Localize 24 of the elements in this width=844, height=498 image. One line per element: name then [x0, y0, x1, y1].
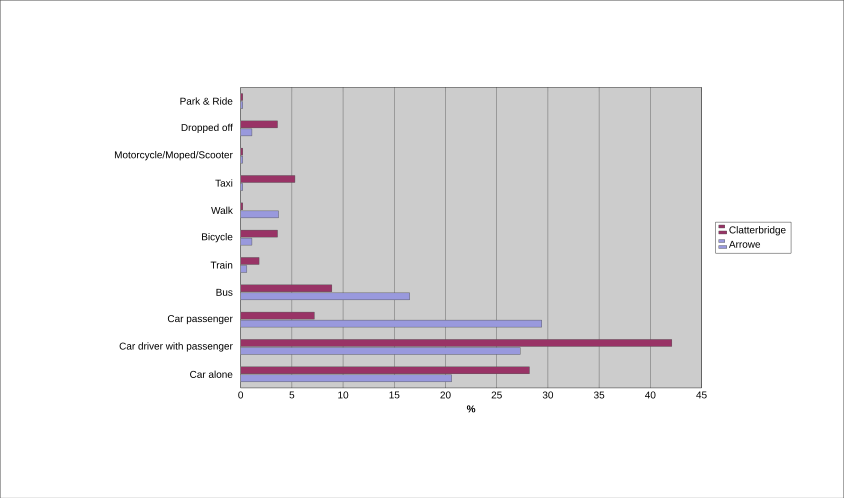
y-tick-label: Walk [211, 206, 233, 214]
x-tick-label: 45 [696, 391, 707, 398]
x-tick-label: 10 [338, 391, 348, 398]
x-tick-label: 15 [389, 391, 400, 398]
y-tick-label: Park & Ride [180, 97, 232, 105]
y-tick-label: Motorcycle/Moped/Scooter [114, 150, 233, 160]
y-tick-label: Car passenger [168, 314, 233, 324]
y-tick-label: Car driver with passenger [120, 342, 233, 352]
y-tick-label: Bicycle [202, 232, 232, 242]
y-tick-label: Train [210, 261, 232, 268]
x-axis-title: % [466, 405, 476, 412]
y-tick-label: Taxi [215, 179, 232, 186]
y-tick-label: Bus [216, 288, 233, 296]
x-tick-label: 30 [542, 391, 554, 398]
legend-label: Arrowe [728, 240, 760, 248]
x-tick-label: 0 [238, 391, 244, 398]
x-tick-label: 35 [594, 391, 604, 398]
y-tick-label: Dropped off [182, 124, 233, 133]
x-tick-label: 20 [440, 391, 451, 398]
x-tick-label: 25 [492, 391, 502, 398]
x-tick-label: 5 [289, 391, 294, 398]
legend-label: Clatterbridge [729, 226, 786, 236]
y-tick-label: Car alone [190, 370, 232, 378]
x-tick-label: 40 [645, 391, 656, 398]
